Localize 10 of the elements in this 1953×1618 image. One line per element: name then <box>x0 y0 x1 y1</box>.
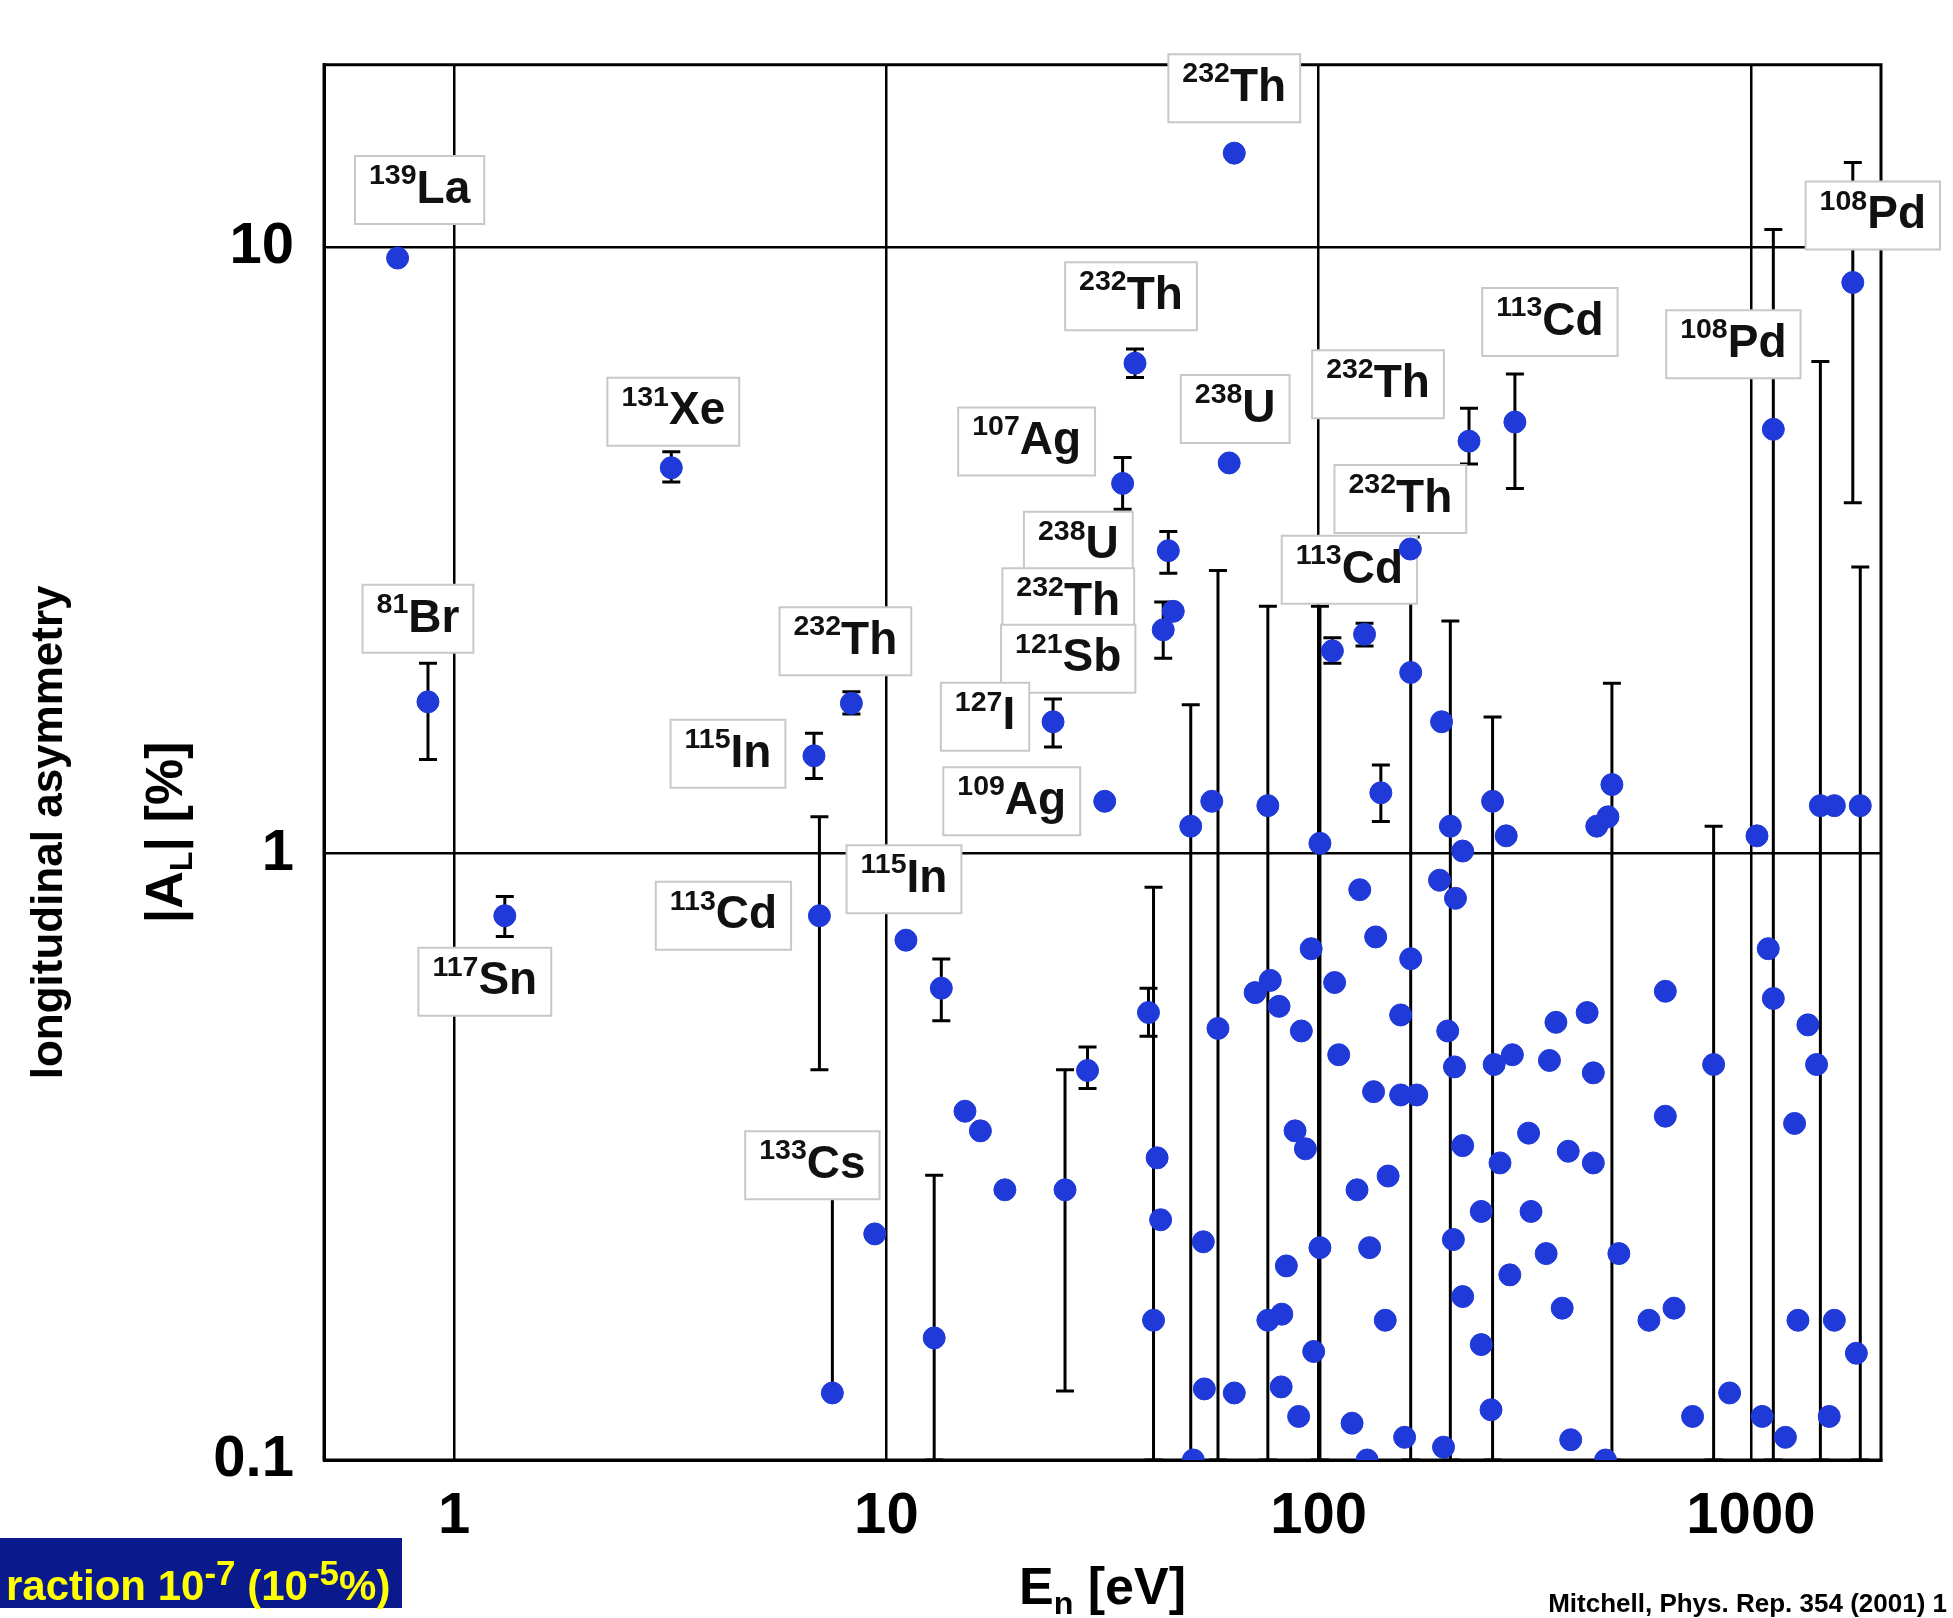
x-tick-label: 1 <box>437 1479 471 1545</box>
text: Mitchell, Phys. Rep. 354 (2001) 1 <box>1548 1588 1947 1618</box>
x-tick-label: 1000 <box>1686 1479 1816 1545</box>
y-tick-label: 0.1 <box>213 1423 294 1488</box>
x-tick-label: 100 <box>1270 1479 1368 1545</box>
y-tick-label: 10 <box>229 210 294 276</box>
y-tick-label: 1 <box>261 816 294 882</box>
text: raction 10$^{-7}$ (10$^{-5}$%) <box>0 1538 403 1609</box>
text: longitudinal asymmetry |AL| [%] <box>22 585 200 1080</box>
x-tick-label: 10 <box>854 1479 919 1545</box>
